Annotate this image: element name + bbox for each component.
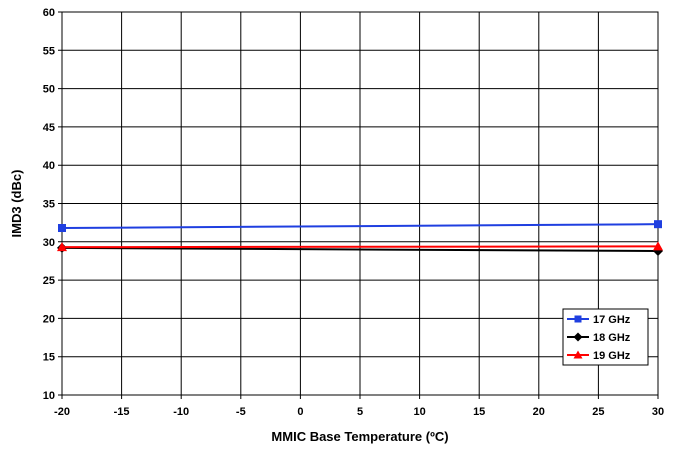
y-tick-label: 60: [43, 7, 55, 19]
x-tick-label: -20: [54, 406, 70, 418]
x-tick-label: -5: [236, 406, 246, 418]
x-tick-label: -15: [114, 406, 130, 418]
series-0: [58, 220, 662, 233]
legend-marker: [574, 315, 582, 323]
legend-label: 17 GHz: [593, 314, 631, 326]
y-tick-label: 50: [43, 84, 55, 96]
y-tick-label: 35: [43, 199, 55, 211]
legend-label: 19 GHz: [593, 350, 631, 362]
x-tick-label: 0: [297, 406, 303, 418]
y-axis-title: IMD3 (dBc): [9, 170, 24, 238]
y-tick-label: 15: [43, 352, 55, 364]
legend-entry: 17 GHz: [567, 314, 631, 326]
legend-marker: [573, 332, 583, 342]
series-line: [61, 223, 659, 230]
series-2: [57, 241, 663, 252]
legend: 17 GHz 18 GHz 19 GHz: [562, 308, 649, 366]
legend-entry: 19 GHz: [567, 350, 631, 362]
x-tick-label: 5: [357, 406, 363, 418]
data-point: [654, 220, 662, 229]
y-tick-label: 55: [43, 45, 55, 57]
data-point: [58, 224, 66, 233]
y-axis-tick-labels: 10 15 20 25 30 35 40 45 50 55 60: [43, 7, 55, 402]
series-layer: [57, 220, 663, 256]
data-point: [653, 241, 663, 251]
x-axis-tick-labels: -20 -15 -10 -5 0 5 10 15 20 25 30: [54, 406, 664, 418]
y-tick-label: 10: [43, 390, 55, 402]
data-point: [57, 242, 67, 252]
x-tick-label: 20: [533, 406, 545, 418]
y-tick-label: 20: [43, 313, 55, 325]
x-tick-label: 10: [413, 406, 425, 418]
legend-entry: 18 GHz: [567, 332, 631, 344]
x-tick-label: 30: [652, 406, 664, 418]
x-tick-label: 25: [592, 406, 604, 418]
series-line: [61, 246, 659, 252]
x-tick-label: 15: [473, 406, 485, 418]
legend-marker: [573, 350, 583, 359]
x-tick-label: -10: [173, 406, 189, 418]
legend-label: 18 GHz: [593, 332, 631, 344]
plot-area-frame: [61, 11, 659, 396]
y-tick-label: 45: [43, 122, 55, 134]
x-axis-title: MMIC Base Temperature (ºC): [271, 429, 448, 444]
y-tick-label: 30: [43, 237, 55, 249]
y-tick-label: 25: [43, 275, 55, 287]
series-line: [61, 245, 659, 249]
y-tick-label: 40: [43, 160, 55, 172]
